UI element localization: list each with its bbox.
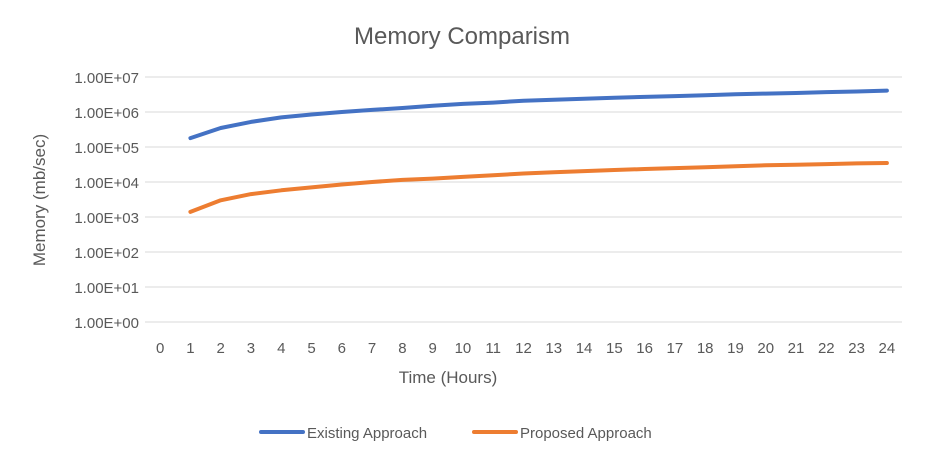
- x-tick-label: 11: [485, 340, 501, 357]
- chart-title: Memory Comparism: [354, 23, 570, 50]
- x-tick-label: 4: [277, 340, 285, 357]
- x-tick-label: 7: [368, 340, 376, 357]
- legend-label: Proposed Approach: [520, 425, 652, 442]
- legend: Existing Approach Proposed Approach: [259, 425, 652, 442]
- y-axis-tick-labels: 1.00E+00 1.00E+01 1.00E+02 1.00E+03 1.00E+04…: [74, 70, 139, 332]
- x-tick-label: 14: [576, 340, 593, 357]
- y-tick-label: 1.00E+02: [74, 245, 139, 262]
- x-tick-label: 20: [757, 340, 774, 357]
- series-line-existing-approach: [188, 88, 889, 141]
- x-tick-label: 15: [606, 340, 623, 357]
- x-tick-label: 0: [156, 340, 164, 357]
- x-tick-label: 6: [338, 340, 346, 357]
- y-tick-label: 1.00E+03: [74, 210, 139, 227]
- x-tick-label: 16: [636, 340, 653, 357]
- x-tick-label: 18: [697, 340, 714, 357]
- x-tick-label: 24: [879, 340, 896, 357]
- y-tick-label: 1.00E+07: [74, 70, 139, 87]
- x-tick-label: 21: [788, 340, 805, 357]
- series-line-proposed-approach: [188, 161, 889, 214]
- x-tick-label: 22: [818, 340, 835, 357]
- y-tick-label: 1.00E+04: [74, 175, 139, 192]
- x-tick-label: 5: [307, 340, 315, 357]
- x-tick-label: 2: [217, 340, 225, 357]
- x-tick-label: 17: [667, 340, 684, 357]
- x-tick-label: 1: [186, 340, 194, 357]
- y-tick-label: 1.00E+06: [74, 105, 139, 122]
- y-tick-label: 1.00E+00: [74, 315, 139, 332]
- gridlines: [145, 76, 902, 323]
- x-tick-label: 23: [848, 340, 865, 357]
- data-series: [188, 88, 889, 214]
- y-axis-title: Memory (mb/sec): [30, 134, 49, 266]
- x-tick-label: 13: [545, 340, 562, 357]
- y-tick-label: 1.00E+05: [74, 140, 139, 157]
- x-tick-label: 10: [455, 340, 472, 357]
- legend-label: Existing Approach: [307, 425, 427, 442]
- x-tick-label: 12: [515, 340, 532, 357]
- x-axis-title: Time (Hours): [399, 368, 498, 387]
- x-tick-label: 3: [247, 340, 255, 357]
- y-tick-label: 1.00E+01: [74, 280, 139, 297]
- x-tick-label: 9: [428, 340, 436, 357]
- x-axis-tick-labels: 0 1 2 3 4 5 6 7 8 9 10 11 12 13 14 15 16 17 18 19 20 21 22 23 24: [156, 340, 895, 357]
- x-tick-label: 8: [398, 340, 406, 357]
- x-tick-label: 19: [727, 340, 744, 357]
